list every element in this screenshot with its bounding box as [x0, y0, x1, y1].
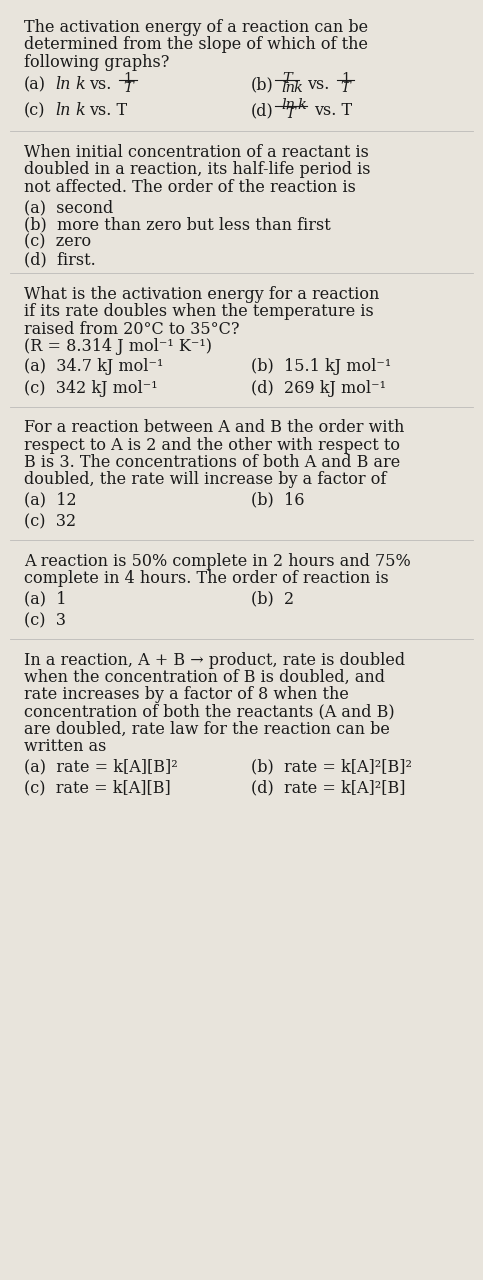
Text: (a)  1: (a) 1: [24, 590, 67, 608]
Text: ln: ln: [56, 102, 71, 119]
Text: (c)  zero: (c) zero: [24, 234, 91, 251]
Text: complete in 4 hours. The order of reaction is: complete in 4 hours. The order of reacti…: [24, 570, 389, 588]
Text: What is the activation energy for a reaction: What is the activation energy for a reac…: [24, 287, 380, 303]
Text: when the concentration of B is doubled, and: when the concentration of B is doubled, …: [24, 668, 385, 686]
Text: (c)  3: (c) 3: [24, 612, 66, 628]
Text: (c)  rate = k[A][B]: (c) rate = k[A][B]: [24, 780, 171, 797]
Text: (d): (d): [251, 102, 274, 119]
Text: (a): (a): [24, 76, 46, 93]
Text: ln: ln: [56, 76, 71, 93]
Text: 1: 1: [341, 72, 350, 86]
Text: (d)  first.: (d) first.: [24, 251, 96, 268]
Text: T: T: [341, 81, 350, 95]
Text: rate increases by a factor of 8 when the: rate increases by a factor of 8 when the: [24, 686, 349, 703]
Text: doubled in a reaction, its half-life period is: doubled in a reaction, its half-life per…: [24, 161, 370, 178]
Text: A reaction is 50% complete in 2 hours and 75%: A reaction is 50% complete in 2 hours an…: [24, 553, 411, 570]
Text: (b)  16: (b) 16: [251, 492, 305, 508]
Text: ln: ln: [281, 99, 295, 113]
Text: T: T: [283, 72, 292, 86]
Text: vs.: vs.: [89, 76, 112, 93]
Text: T: T: [285, 108, 295, 122]
Text: vs. T: vs. T: [89, 102, 128, 119]
Text: 1: 1: [124, 72, 132, 86]
Text: ln: ln: [281, 81, 295, 95]
Text: (c)  342 kJ mol⁻¹: (c) 342 kJ mol⁻¹: [24, 380, 158, 397]
Text: (a)  34.7 kJ mol⁻¹: (a) 34.7 kJ mol⁻¹: [24, 358, 164, 375]
Text: doubled, the rate will increase by a factor of: doubled, the rate will increase by a fac…: [24, 471, 386, 488]
Text: (b)  rate = k[A]²[B]²: (b) rate = k[A]²[B]²: [251, 758, 412, 776]
Text: (a)  12: (a) 12: [24, 492, 77, 508]
Text: (b)  2: (b) 2: [251, 590, 294, 608]
Text: vs.: vs.: [307, 76, 329, 93]
Text: When initial concentration of a reactant is: When initial concentration of a reactant…: [24, 145, 369, 161]
Text: (c): (c): [24, 102, 46, 119]
Text: (d)  269 kJ mol⁻¹: (d) 269 kJ mol⁻¹: [251, 380, 386, 397]
Text: k: k: [75, 102, 85, 119]
Text: (c)  32: (c) 32: [24, 513, 76, 530]
Text: are doubled, rate law for the reaction can be: are doubled, rate law for the reaction c…: [24, 721, 390, 737]
Text: (R = 8.314 J mol⁻¹ K⁻¹): (R = 8.314 J mol⁻¹ K⁻¹): [24, 338, 212, 355]
Text: vs. T: vs. T: [314, 102, 352, 119]
Text: determined from the slope of which of the: determined from the slope of which of th…: [24, 36, 368, 54]
Text: k: k: [297, 99, 306, 113]
Text: The activation energy of a reaction can be: The activation energy of a reaction can …: [24, 19, 368, 36]
Text: concentration of both the reactants (A and B): concentration of both the reactants (A a…: [24, 703, 395, 721]
Text: not affected. The order of the reaction is: not affected. The order of the reaction …: [24, 179, 356, 196]
Text: if its rate doubles when the temperature is: if its rate doubles when the temperature…: [24, 303, 374, 320]
Text: (a)  rate = k[A][B]²: (a) rate = k[A][B]²: [24, 758, 178, 776]
Text: (b): (b): [251, 76, 274, 93]
Text: respect to A is 2 and the other with respect to: respect to A is 2 and the other with res…: [24, 436, 400, 453]
Text: (d)  rate = k[A]²[B]: (d) rate = k[A]²[B]: [251, 780, 406, 797]
Text: T: T: [123, 81, 133, 95]
Text: (a)  second: (a) second: [24, 200, 114, 216]
Text: k: k: [75, 76, 85, 93]
Text: (b)  15.1 kJ mol⁻¹: (b) 15.1 kJ mol⁻¹: [251, 358, 391, 375]
Text: In a reaction, A + B → product, rate is doubled: In a reaction, A + B → product, rate is …: [24, 652, 405, 668]
Text: following graphs?: following graphs?: [24, 54, 170, 70]
Text: raised from 20°C to 35°C?: raised from 20°C to 35°C?: [24, 321, 240, 338]
Text: k: k: [294, 81, 302, 95]
Text: (b)  more than zero but less than first: (b) more than zero but less than first: [24, 216, 331, 233]
Text: B is 3. The concentrations of both A and B are: B is 3. The concentrations of both A and…: [24, 454, 400, 471]
Text: For a reaction between A and B the order with: For a reaction between A and B the order…: [24, 420, 405, 436]
Text: written as: written as: [24, 737, 107, 755]
